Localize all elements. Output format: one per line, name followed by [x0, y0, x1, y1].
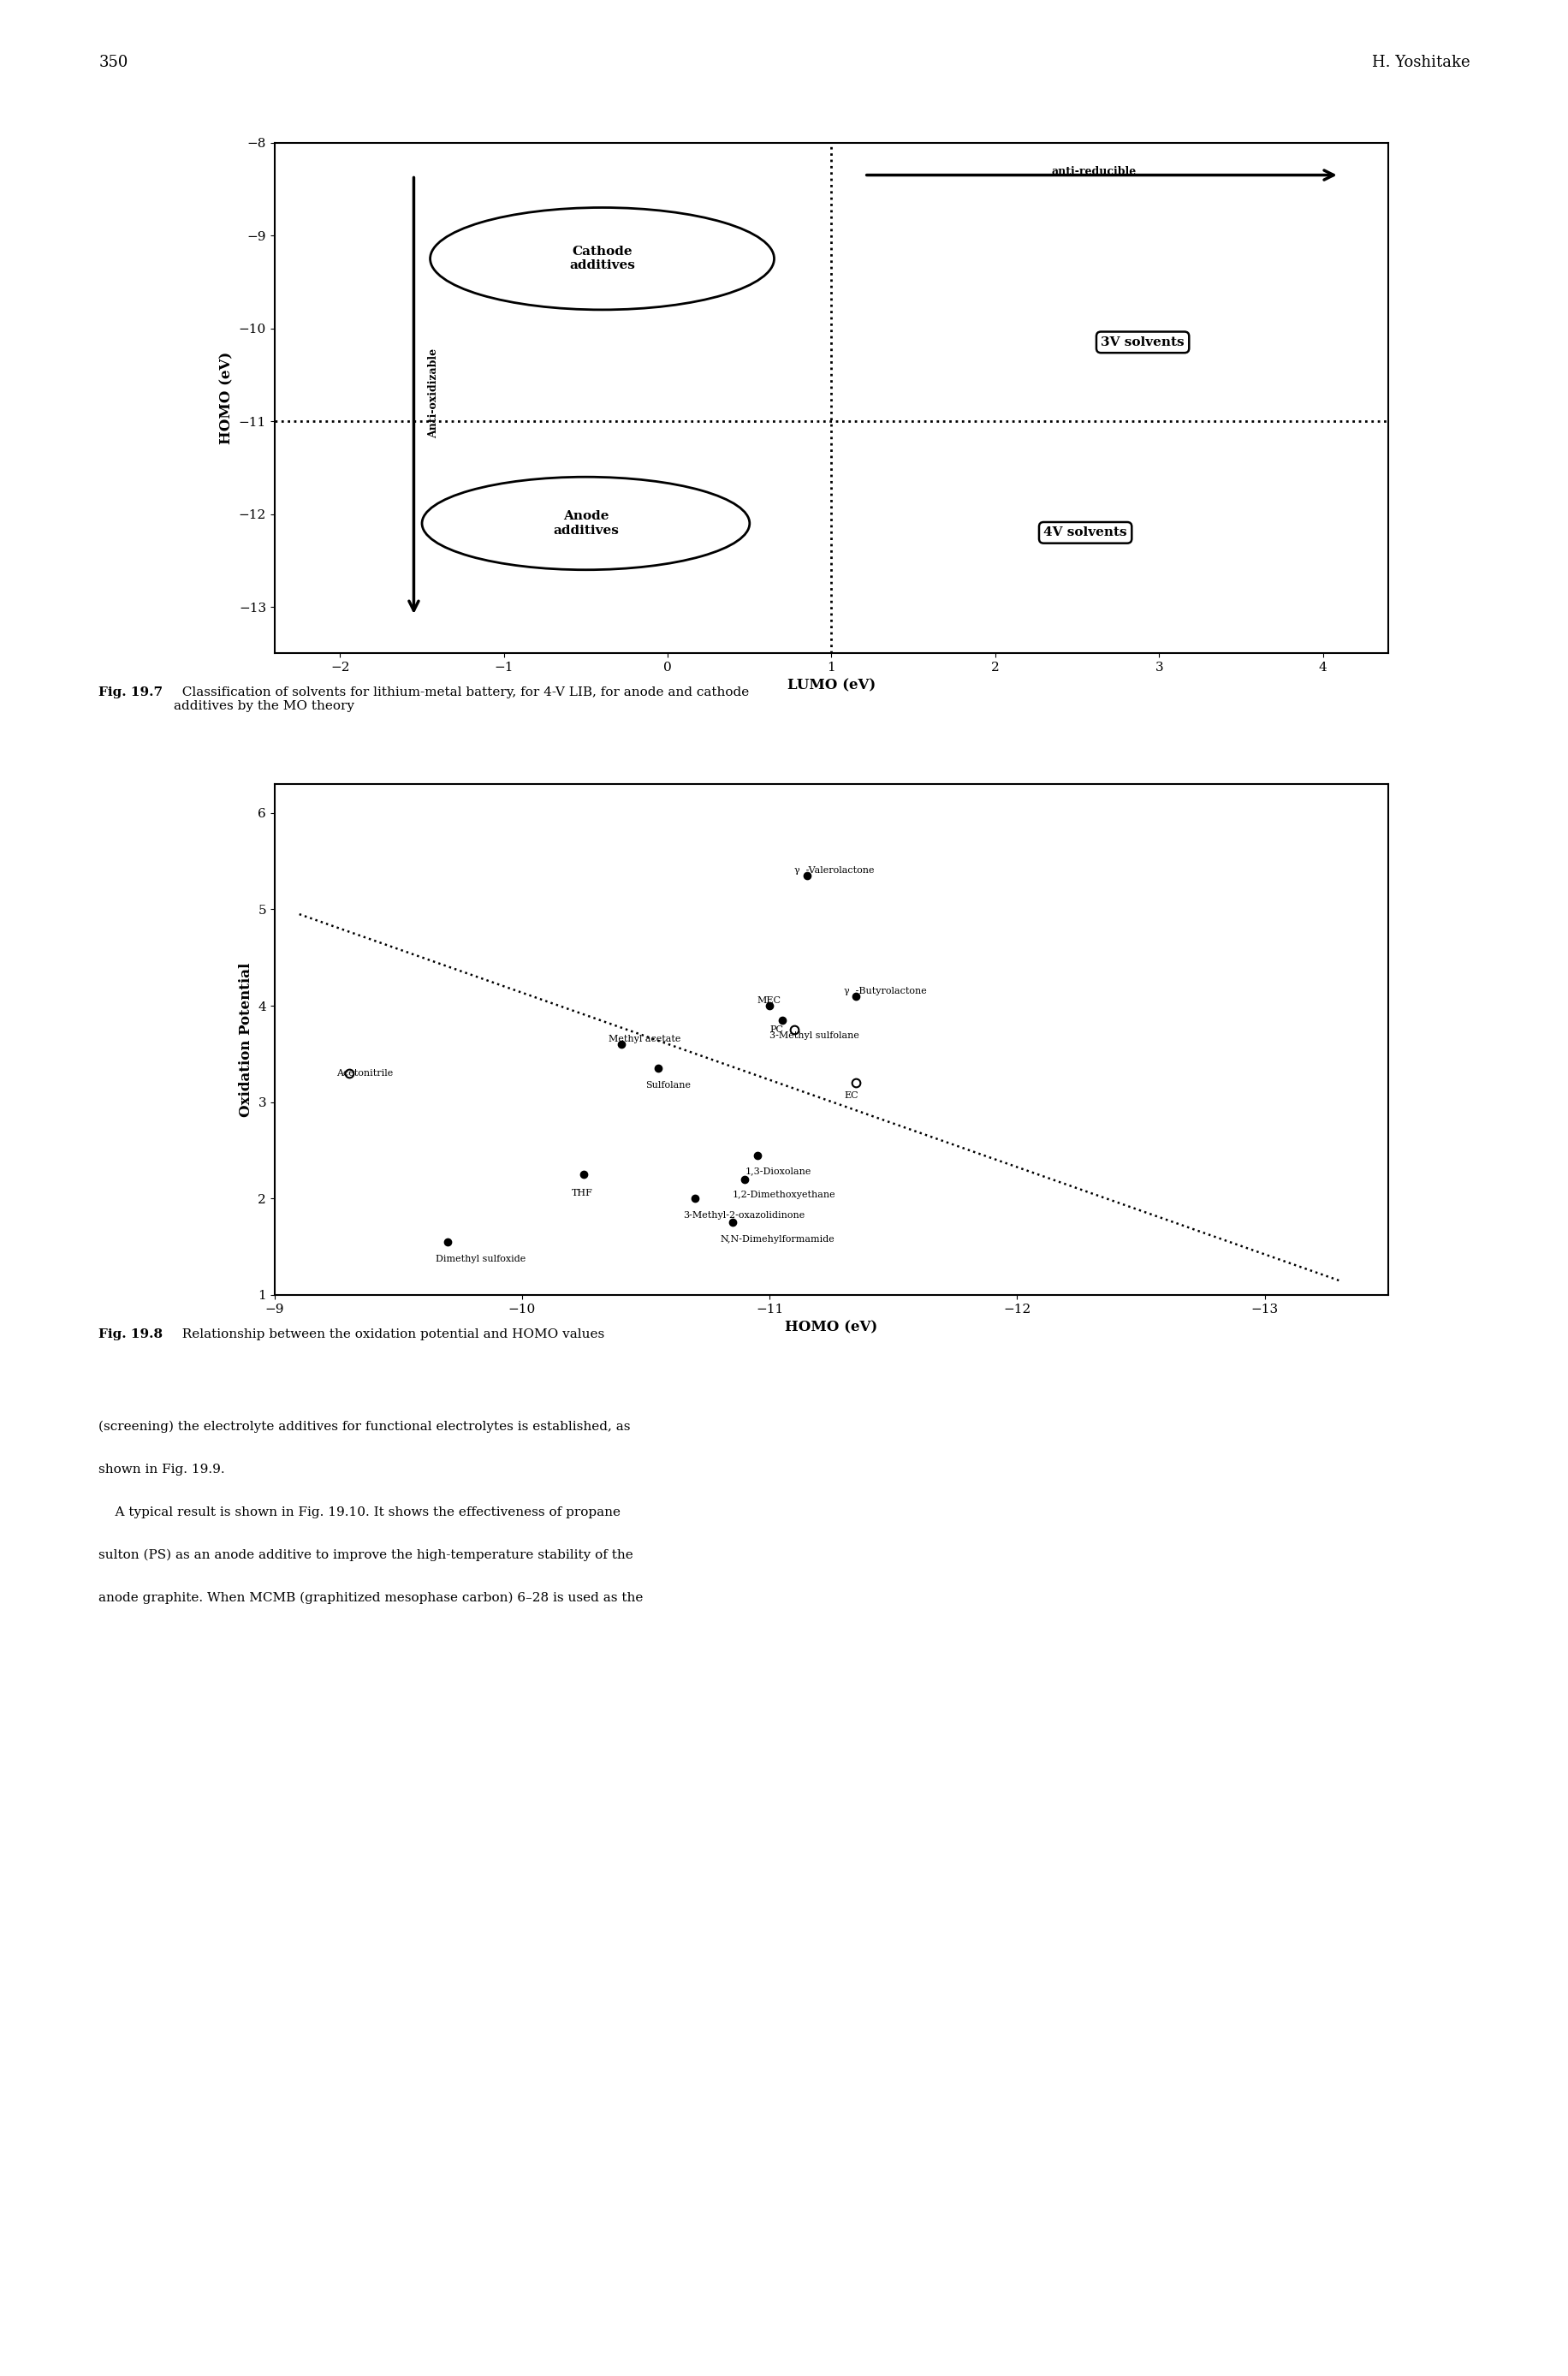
- Text: (screening) the electrolyte additives for functional electrolytes is established: (screening) the electrolyte additives fo…: [99, 1421, 630, 1433]
- Text: Fig. 19.7: Fig. 19.7: [99, 687, 163, 699]
- X-axis label: LUMO (eV): LUMO (eV): [787, 680, 875, 694]
- Text: A typical result is shown in Fig. 19.10. It shows the effectiveness of propane: A typical result is shown in Fig. 19.10.…: [99, 1506, 621, 1518]
- Text: Dimethyl sulfoxide: Dimethyl sulfoxide: [436, 1255, 525, 1264]
- Text: EC: EC: [844, 1091, 858, 1100]
- Text: 3V solvents: 3V solvents: [1101, 337, 1184, 349]
- Text: anode graphite. When MCMB (graphitized mesophase carbon) 6–28 is used as the: anode graphite. When MCMB (graphitized m…: [99, 1592, 643, 1604]
- Text: 1,2-Dimethoxyethane: 1,2-Dimethoxyethane: [732, 1190, 836, 1200]
- Text: 4V solvents: 4V solvents: [1043, 527, 1126, 539]
- Text: Fig. 19.8: Fig. 19.8: [99, 1328, 163, 1340]
- Y-axis label: HOMO (eV): HOMO (eV): [220, 352, 234, 444]
- Text: Anode
additives: Anode additives: [552, 511, 618, 537]
- Text: Methyl acetate: Methyl acetate: [608, 1034, 681, 1043]
- Text: H. Yoshitake: H. Yoshitake: [1370, 55, 1469, 69]
- Text: Cathode
additives: Cathode additives: [569, 245, 635, 271]
- Text: MEC: MEC: [757, 996, 781, 1005]
- Y-axis label: Oxidation Potential: Oxidation Potential: [238, 962, 252, 1117]
- Text: N,N-Dimehylformamide: N,N-Dimehylformamide: [720, 1236, 834, 1243]
- Text: 3-Methyl sulfolane: 3-Methyl sulfolane: [770, 1031, 859, 1041]
- Text: γ  -Butyrolactone: γ -Butyrolactone: [844, 986, 927, 996]
- Text: shown in Fig. 19.9.: shown in Fig. 19.9.: [99, 1464, 226, 1475]
- X-axis label: HOMO (eV): HOMO (eV): [784, 1321, 878, 1335]
- Text: Anti-oxidizable: Anti-oxidizable: [428, 349, 439, 437]
- Text: Relationship between the oxidation potential and HOMO values: Relationship between the oxidation poten…: [174, 1328, 605, 1340]
- Text: anti-reducible: anti-reducible: [1051, 166, 1135, 176]
- Text: Acetonitrile: Acetonitrile: [336, 1069, 394, 1076]
- Text: 350: 350: [99, 55, 129, 69]
- Text: THF: THF: [571, 1188, 593, 1198]
- Text: 1,3-Dioxolane: 1,3-Dioxolane: [745, 1167, 811, 1176]
- Text: Classification of solvents for lithium-metal battery, for 4-V LIB, for anode and: Classification of solvents for lithium-m…: [174, 687, 750, 713]
- Text: 3-Methyl-2-oxazolidinone: 3-Methyl-2-oxazolidinone: [682, 1212, 804, 1219]
- Text: γ  -Valerolactone: γ -Valerolactone: [793, 865, 873, 874]
- Text: Sulfolane: Sulfolane: [646, 1081, 691, 1091]
- Text: PC: PC: [770, 1026, 782, 1034]
- Text: sulton (PS) as an anode additive to improve the high-temperature stability of th: sulton (PS) as an anode additive to impr…: [99, 1549, 633, 1561]
